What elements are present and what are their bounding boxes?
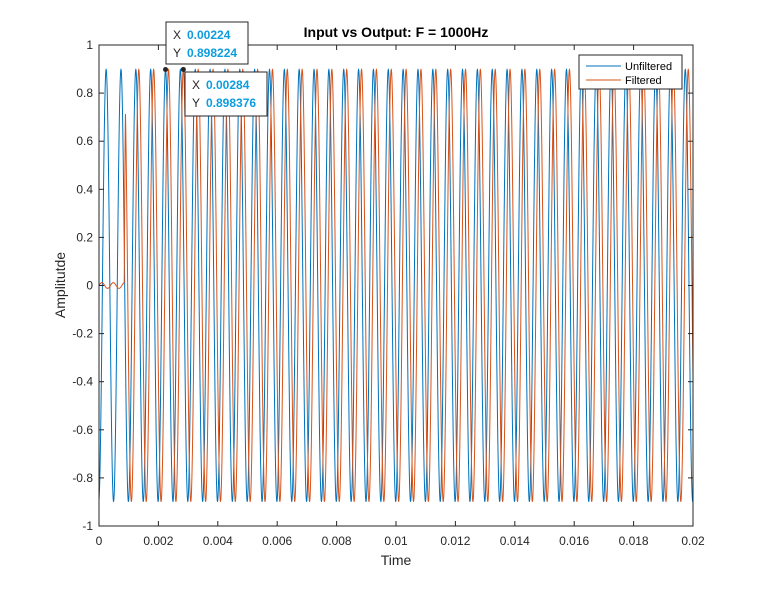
x-tick-label: 0.016 xyxy=(559,534,589,548)
x-tick-label: 0.012 xyxy=(440,534,470,548)
y-tick-label: -1 xyxy=(82,519,93,533)
y-tick-label: 0.2 xyxy=(76,230,93,244)
y-tick-label: -0.4 xyxy=(72,375,93,389)
datatip-1-y-key: Y xyxy=(173,46,181,60)
x-tick-label: 0.004 xyxy=(203,534,233,548)
chart-title: Input vs Output: F = 1000Hz xyxy=(304,24,489,40)
y-tick-label: 1 xyxy=(86,38,93,52)
x-axis-label: Time xyxy=(381,552,412,568)
datatip-2-marker[interactable] xyxy=(180,66,186,72)
x-tick-label: 0.008 xyxy=(322,534,352,548)
y-tick-label: 0.6 xyxy=(76,134,93,148)
x-tick-label: 0.006 xyxy=(262,534,292,548)
x-tick-label: 0.002 xyxy=(143,534,173,548)
datatip-2-y-key: Y xyxy=(192,96,200,110)
datatip-2[interactable]: X 0.00284 Y 0.898376 xyxy=(180,66,268,117)
legend-label-filtered: Filtered xyxy=(625,75,662,87)
y-tick-label: 0 xyxy=(86,279,93,293)
legend-box xyxy=(578,54,683,90)
y-axis-label: Amplitutde xyxy=(52,252,68,318)
series-line-unfiltered xyxy=(98,68,694,502)
datatip-1-x-value: 0.00224 xyxy=(187,28,231,42)
tick-layer: 0 0.002 0.004 0.006 0.008 0.01 0.012 0.014 0.016… xyxy=(72,38,705,548)
x-tick-label: 0 xyxy=(96,534,103,548)
datatip-1[interactable]: X 0.00224 Y 0.898224 xyxy=(163,21,249,72)
y-tick-label: 0.4 xyxy=(76,182,93,196)
y-tick-label: -0.8 xyxy=(72,471,93,485)
legend[interactable]: Unfiltered Filtered xyxy=(578,54,683,90)
x-tick-label: 0.018 xyxy=(619,534,649,548)
x-tick-label: 0.01 xyxy=(384,534,408,548)
datatip-2-y-value: 0.898376 xyxy=(206,96,256,110)
datatip-1-x-key: X xyxy=(173,28,181,42)
x-tick-label: 0.02 xyxy=(681,534,705,548)
x-tick-label: 0.014 xyxy=(500,534,530,548)
y-tick-label: 0.8 xyxy=(76,86,93,100)
datatip-1-y-value: 0.898224 xyxy=(187,46,237,60)
datatip-1-box xyxy=(165,21,249,65)
series-layer xyxy=(98,68,694,502)
y-tick-label: -0.6 xyxy=(72,423,93,437)
y-tick-label: -0.2 xyxy=(72,327,93,341)
datatip-2-x-key: X xyxy=(192,78,200,92)
datatip-2-x-value: 0.00284 xyxy=(206,78,250,92)
datatip-1-marker[interactable] xyxy=(163,66,169,72)
series-line-filtered xyxy=(98,68,694,502)
datatip-2-box xyxy=(184,71,268,117)
legend-label-unfiltered: Unfiltered xyxy=(625,61,672,73)
